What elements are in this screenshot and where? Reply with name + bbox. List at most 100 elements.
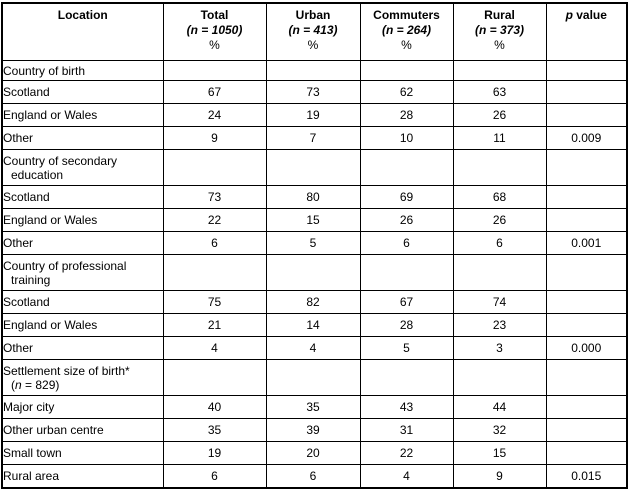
value-cell: 62 <box>359 80 454 104</box>
empty-cell <box>162 60 267 81</box>
row-label-cell: Small town <box>1 441 164 465</box>
text-fragment: value <box>572 8 607 22</box>
pvalue-cell <box>545 395 628 419</box>
row-label-cell: England or Wales <box>1 103 164 127</box>
value-cell: 23 <box>452 313 547 337</box>
empty-cell <box>162 149 267 186</box>
value-cell: 82 <box>265 290 361 314</box>
pvalue-cell <box>545 80 628 104</box>
value-cell: 26 <box>359 208 454 232</box>
empty-cell <box>265 254 361 291</box>
section-label: Country of secondary <box>3 153 118 168</box>
empty-cell <box>359 254 454 291</box>
section-sublabel: education <box>11 167 64 182</box>
empty-cell <box>359 149 454 186</box>
value-cell: 44 <box>452 395 547 419</box>
value-cell: 80 <box>265 185 361 209</box>
value-cell: 73 <box>265 80 361 104</box>
row-label-cell: Other urban centre <box>1 418 164 442</box>
column-title: Commuters <box>373 8 440 22</box>
value-cell: 63 <box>452 80 547 104</box>
row-label-cell: England or Wales <box>1 313 164 337</box>
value-cell: 26 <box>452 103 547 127</box>
value-cell: 69 <box>359 185 454 209</box>
empty-cell <box>545 60 628 81</box>
value-cell: 3 <box>452 336 547 360</box>
empty-cell <box>162 254 267 291</box>
value-cell: 43 <box>359 395 454 419</box>
empty-cell <box>265 149 361 186</box>
value-cell: 19 <box>162 441 267 465</box>
section-label-cell: Settlement size of birth* (n = 829) <box>1 359 164 396</box>
row-label-cell: Scotland <box>1 80 164 104</box>
empty-cell <box>452 254 547 291</box>
pvalue-cell <box>545 290 628 314</box>
section-header-row: Settlement size of birth* (n = 829) <box>1 359 628 396</box>
value-cell: 5 <box>265 231 361 255</box>
value-cell: 26 <box>452 208 547 232</box>
value-cell: 14 <box>265 313 361 337</box>
value-cell: 22 <box>359 441 454 465</box>
empty-cell <box>359 60 454 81</box>
row-label-cell: Other <box>1 126 164 150</box>
empty-cell <box>452 149 547 186</box>
value-cell: 20 <box>265 441 361 465</box>
empty-cell <box>545 359 628 396</box>
row-label-cell: England or Wales <box>1 208 164 232</box>
pvalue-cell <box>545 418 628 442</box>
pvalue-cell: 0.000 <box>545 336 628 360</box>
section-header-row: Country of professional training <box>1 254 628 291</box>
value-cell: 7 <box>265 126 361 150</box>
value-cell: 6 <box>265 464 361 489</box>
section-label-cell: Country of professional training <box>1 254 164 291</box>
pvalue-cell <box>545 208 628 232</box>
value-cell: 24 <box>162 103 267 127</box>
percent-symbol: % <box>209 38 220 52</box>
value-cell: 67 <box>162 80 267 104</box>
empty-cell <box>162 359 267 396</box>
row-label-cell: Other <box>1 336 164 360</box>
row-label-cell: Major city <box>1 395 164 419</box>
value-cell: 22 <box>162 208 267 232</box>
pvalue-cell <box>545 103 628 127</box>
value-cell: 6 <box>452 231 547 255</box>
table-footnote: *This analysis included only the subset … <box>1 489 627 493</box>
data-row: Small town 19 20 22 15 <box>1 441 628 465</box>
data-row: Scotland 67 73 62 63 <box>1 80 628 104</box>
column-header-commuters: Commuters (n = 264) % <box>359 2 454 61</box>
row-label-cell: Rural area <box>1 464 164 489</box>
data-row: England or Wales 24 19 28 26 <box>1 103 628 127</box>
value-cell: 75 <box>162 290 267 314</box>
section-header-row: Country of birth <box>1 60 628 81</box>
empty-cell <box>452 60 547 81</box>
value-cell: 73 <box>162 185 267 209</box>
column-title: p value <box>547 8 626 23</box>
value-cell: 6 <box>359 231 454 255</box>
data-row: England or Wales 22 15 26 26 <box>1 208 628 232</box>
value-cell: 10 <box>359 126 454 150</box>
section-label: Country of professional <box>3 258 127 273</box>
value-cell: 40 <box>162 395 267 419</box>
section-label-cell: Country of secondary education <box>1 149 164 186</box>
value-cell: 15 <box>452 441 547 465</box>
empty-cell <box>265 60 361 81</box>
header-row: Location Total (n = 1050) % Urban (n = 4… <box>1 2 628 61</box>
data-row: Scotland 75 82 67 74 <box>1 290 628 314</box>
column-title: Rural <box>484 8 515 22</box>
percent-symbol: % <box>401 38 412 52</box>
value-cell: 4 <box>359 464 454 489</box>
empty-cell <box>359 359 454 396</box>
column-sample-size: (n = 413) <box>288 23 338 37</box>
section-label: Settlement size of birth* <box>3 363 130 378</box>
value-cell: 6 <box>162 231 267 255</box>
value-cell: 74 <box>452 290 547 314</box>
value-cell: 9 <box>162 126 267 150</box>
pvalue-cell <box>545 441 628 465</box>
column-sample-size: (n = 373) <box>474 23 525 37</box>
data-row: Major city 40 35 43 44 <box>1 395 628 419</box>
empty-cell <box>545 149 628 186</box>
empty-cell <box>545 254 628 291</box>
pvalue-cell: 0.009 <box>545 126 628 150</box>
pvalue-cell <box>545 185 628 209</box>
